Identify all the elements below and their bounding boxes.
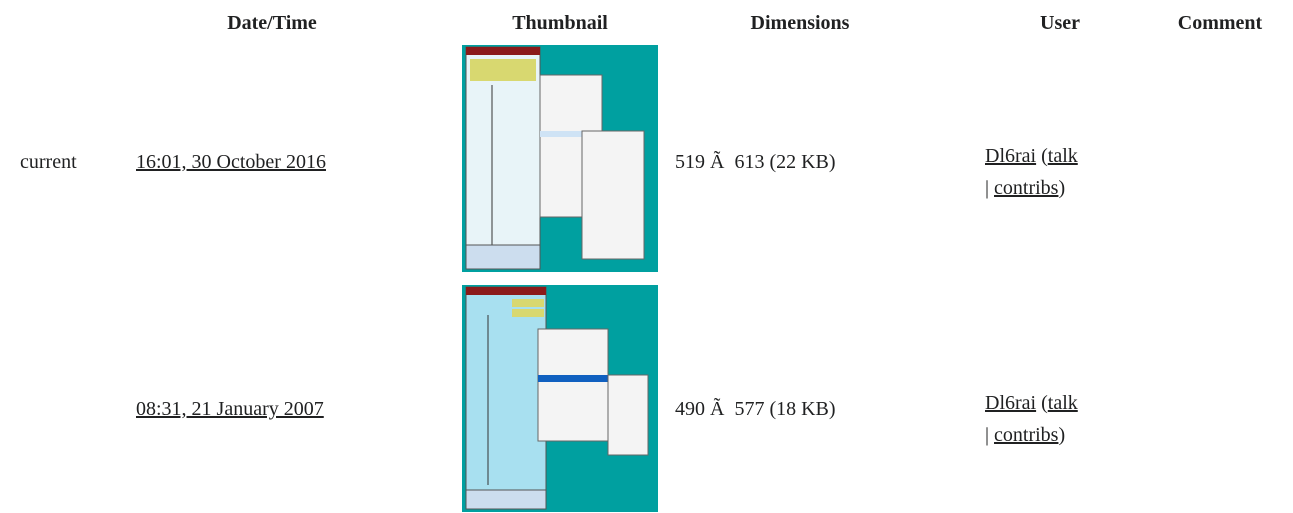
- dimensions: 519 Ã 613 (22 KB): [675, 151, 836, 173]
- user-cell: Dl6rai (talk | contribs): [985, 387, 1078, 451]
- paren: (: [1041, 392, 1048, 414]
- thumbnail[interactable]: [462, 285, 658, 512]
- thumbnail[interactable]: [462, 45, 658, 272]
- contribs-link[interactable]: contribs: [994, 424, 1059, 446]
- date-link[interactable]: 08:31, 21 January 2007: [136, 398, 324, 420]
- paren: ): [1058, 424, 1066, 446]
- talk-link[interactable]: talk: [1047, 145, 1078, 167]
- user-link[interactable]: Dl6rai: [985, 145, 1037, 167]
- user-link[interactable]: Dl6rai: [985, 392, 1037, 414]
- dimensions: 490 Ã 577 (18 KB): [675, 398, 836, 420]
- column-header: Date/Time: [227, 12, 317, 34]
- contribs-link[interactable]: contribs: [994, 177, 1059, 199]
- paren: (: [1041, 145, 1048, 167]
- column-header: User: [1040, 12, 1080, 34]
- talk-link[interactable]: talk: [1047, 392, 1078, 414]
- paren: ): [1058, 177, 1066, 199]
- date-link[interactable]: 16:01, 30 October 2016: [136, 151, 326, 173]
- user-cell: Dl6rai (talk | contribs): [985, 140, 1078, 204]
- separator: |: [985, 424, 990, 446]
- column-header: Dimensions: [750, 12, 850, 34]
- status: current: [20, 151, 77, 173]
- column-header: Thumbnail: [512, 12, 608, 34]
- separator: |: [985, 177, 990, 199]
- column-header: Comment: [1177, 12, 1263, 34]
